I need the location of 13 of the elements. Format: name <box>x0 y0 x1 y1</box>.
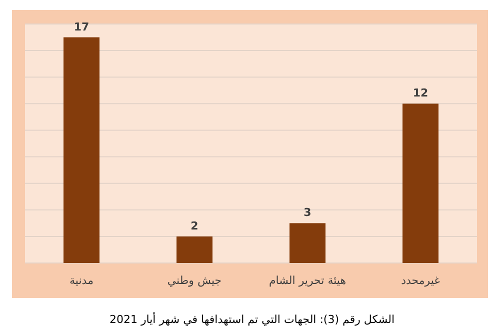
data-label: 12 <box>412 86 428 100</box>
data-label: 2 <box>190 219 198 232</box>
data-label: 3 <box>304 206 312 220</box>
data-label: 17 <box>74 20 90 34</box>
text: الشكل رقم (3): الجهات التي تم استهدافها في شهر أيار 2021 <box>109 312 395 326</box>
x-tick-label: هيئة تحرير الشام <box>268 274 346 287</box>
x-tick-label: مدنية <box>70 274 94 287</box>
bar <box>402 104 438 263</box>
bar <box>64 37 100 263</box>
bar <box>176 236 212 263</box>
x-tick-label: غيرمحدد <box>401 274 440 287</box>
bar <box>290 223 326 263</box>
x-tick-label: جيش وطني <box>167 274 222 287</box>
